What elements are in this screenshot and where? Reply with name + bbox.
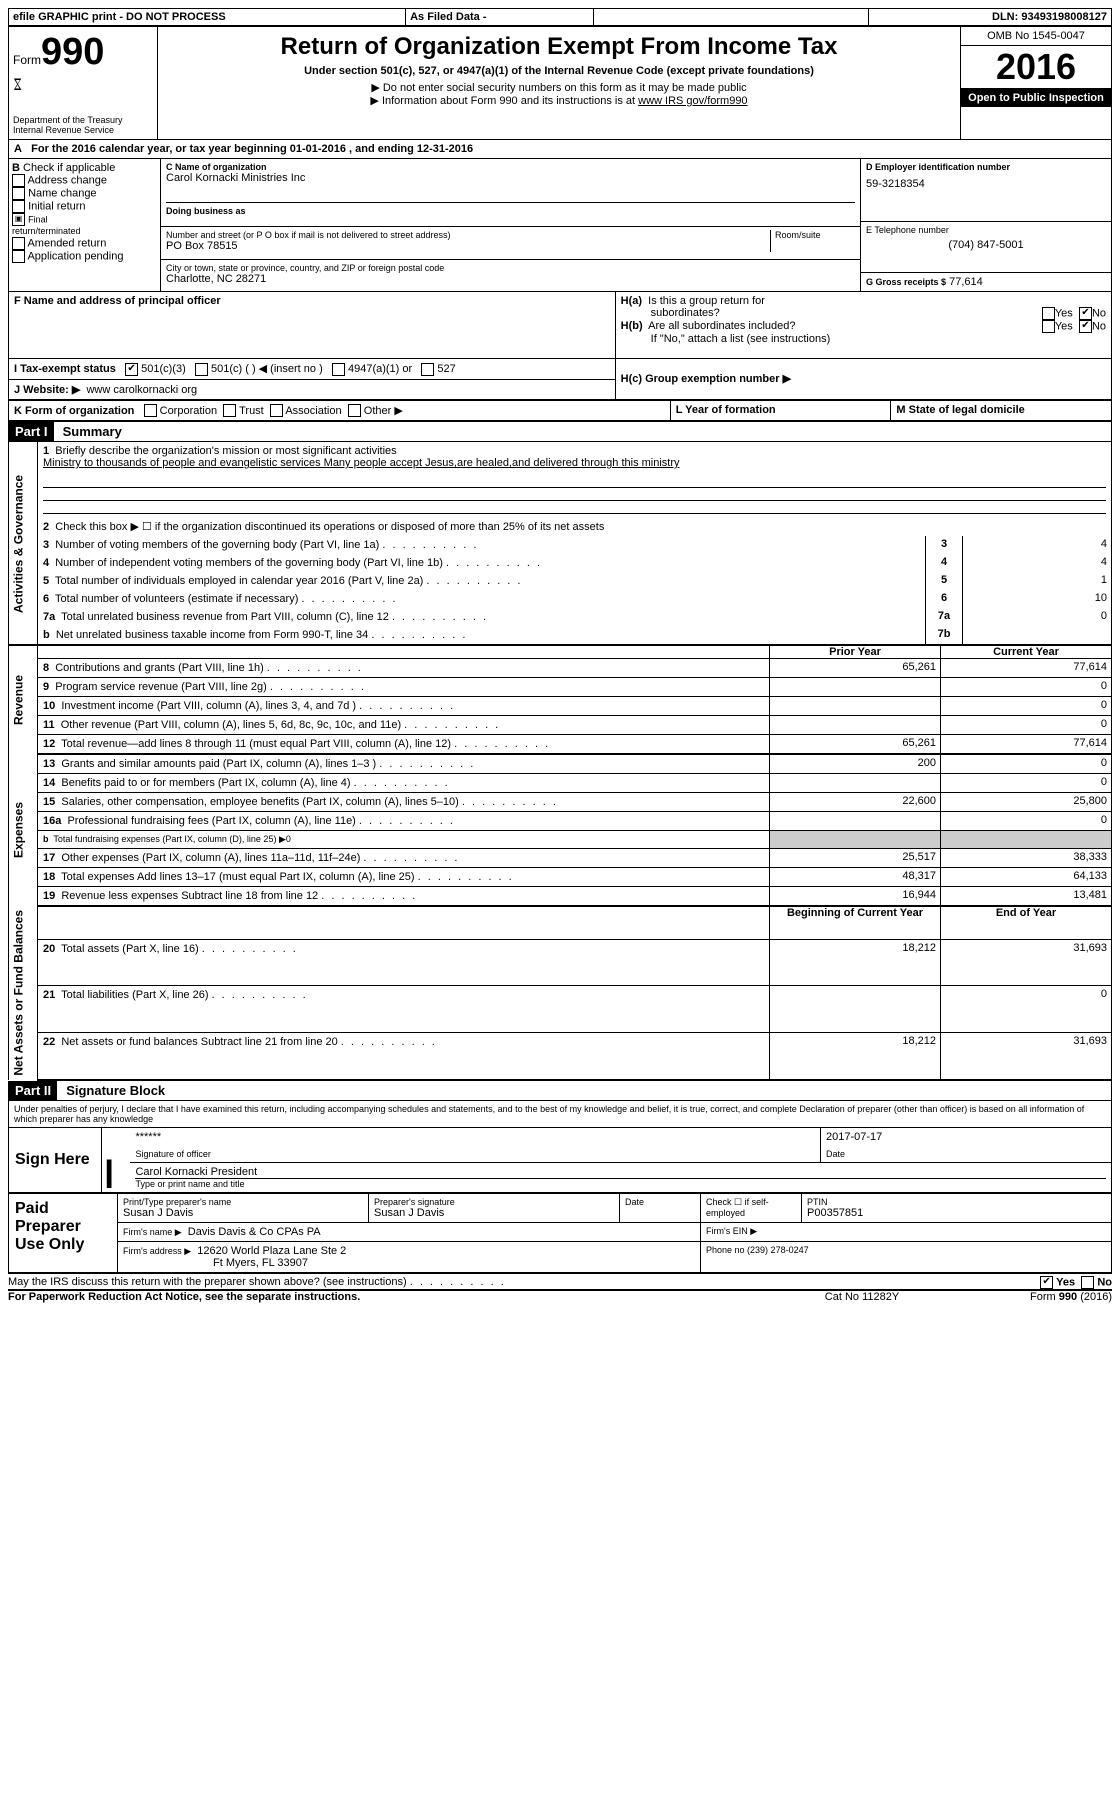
i-501c3-check[interactable]: ✔ (125, 363, 138, 376)
form-word: Form (13, 53, 41, 67)
sig-officer-lbl: Signature of officer (130, 1146, 820, 1162)
opt-name[interactable]: Name change (12, 187, 157, 200)
asfiled-label: As Filed Data - (406, 9, 594, 26)
discuss-yes[interactable]: ✔ (1040, 1276, 1053, 1289)
d-lbl: D Employer identification number (866, 162, 1106, 172)
eoy-hdr: End of Year (941, 906, 1112, 939)
c-dba-lbl: Doing business as (166, 202, 855, 216)
open-public: Open to Public Inspection (961, 89, 1111, 107)
signer-name: Carol Kornacki President (135, 1166, 1106, 1179)
footer2: For Paperwork Reduction Act Notice, see … (8, 1289, 1112, 1303)
bcy-hdr: Beginning of Current Year (770, 906, 941, 939)
efile-label: efile GRAPHIC print - DO NOT PROCESS (9, 9, 406, 26)
form-number: 990 (41, 31, 104, 73)
l-lbl: L Year of formation (676, 404, 776, 416)
caret-icon: ▎ (102, 1128, 131, 1193)
sign-date: 2017-07-17 (821, 1128, 1112, 1146)
irs-label: Internal Revenue Service (13, 125, 153, 135)
py-hdr: Prior Year (770, 646, 941, 659)
ha-lbl: H(a) Is this a group return for (621, 295, 976, 307)
vlabel-net: Net Assets or Fund Balances (9, 906, 38, 1080)
k-l-m-block: K Form of organization Corporation Trust… (8, 400, 1112, 423)
c-room-lbl: Room/suite (771, 230, 856, 252)
opt-pending[interactable]: Application pending (12, 250, 157, 263)
form-note1: ▶ Do not enter social security numbers o… (164, 81, 954, 94)
cy-hdr: Current Year (941, 646, 1112, 659)
opt-final[interactable]: ▣ Finalreturn/terminated (12, 213, 157, 237)
c-name-lbl: C Name of organization (166, 162, 855, 172)
identity-grid: B Check if applicable Address change Nam… (8, 159, 1112, 292)
part1-header: Part I Summary (8, 422, 1112, 442)
f-lbl: F Name and address of principal officer (14, 295, 221, 307)
opt-amended[interactable]: Amended return (12, 237, 157, 250)
dln-label: DLN: (992, 11, 1018, 23)
c-street-lbl: Number and street (or P O box if mail is… (166, 230, 770, 240)
c-street: PO Box 78515 (166, 240, 770, 252)
financial-grid: Revenue Prior Year Current Year 8 Contri… (8, 646, 1112, 1081)
spacer (593, 9, 869, 26)
activities-governance: Activities & Governance 1 Briefly descri… (8, 442, 1112, 646)
dln-cell: DLN: 93493198008127 (869, 9, 1112, 26)
paid-lbl: Paid Preparer Use Only (9, 1194, 118, 1273)
vlabel-rev: Revenue (9, 646, 38, 754)
g-lbl: G Gross receipts $ (866, 277, 946, 287)
vlabel-ag: Activities & Governance (9, 442, 38, 645)
hb-lbl: H(b) Are all subordinates included? (621, 320, 976, 333)
opt-address[interactable]: Address change (12, 174, 157, 187)
dln-value: 93493198008127 (1021, 11, 1107, 23)
opt-initial[interactable]: Initial return (12, 200, 157, 213)
pra-text: For Paperwork Reduction Act Notice, see … (8, 1290, 772, 1303)
cat-no: Cat No 11282Y (772, 1290, 952, 1303)
discuss-no[interactable] (1081, 1276, 1094, 1289)
part2-header: Part II Signature Block (8, 1081, 1112, 1101)
perjury-text: Under penalties of perjury, I declare th… (8, 1101, 1112, 1128)
j-lbl: J Website: ▶ (14, 384, 80, 396)
i-lbl: I Tax-exempt status (14, 363, 116, 375)
e-lbl: E Telephone number (866, 225, 1106, 235)
c-name: Carol Kornacki Ministries Inc (166, 172, 855, 184)
tax-year: 2016 (961, 46, 1111, 89)
period-line: A For the 2016 calendar year, or tax yea… (8, 140, 1112, 159)
c-city-lbl: City or town, state or province, country… (166, 263, 855, 273)
m-lbl: M State of legal domicile (896, 404, 1024, 416)
h-ifno: If "No," attach a list (see instructions… (621, 333, 1106, 345)
sign-here-lbl: Sign Here (9, 1128, 102, 1193)
vlabel-exp: Expenses (9, 754, 38, 906)
dept-label: Department of the Treasury (13, 115, 153, 125)
form-header: Form990 ೱ Department of the Treasury Int… (8, 26, 1112, 140)
e-val: (704) 847-5001 (866, 239, 1106, 251)
omb-label: OMB No 1545-0047 (961, 27, 1111, 46)
date-lbl: Date (821, 1146, 1112, 1162)
d-val: 59-3218354 (866, 178, 1106, 190)
form-title: Return of Organization Exempt From Incom… (164, 33, 954, 61)
sign-block: Sign Here ▎ ****** 2017-07-17 Signature … (8, 1128, 1112, 1194)
form-subtitle: Under section 501(c), 527, or 4947(a)(1)… (164, 65, 954, 77)
top-bar: efile GRAPHIC print - DO NOT PROCESS As … (8, 8, 1112, 26)
g-val: 77,614 (949, 276, 983, 288)
swirl-icon: ೱ (13, 74, 153, 95)
form-ref: Form 990 (2016) (952, 1290, 1112, 1303)
irs-link[interactable]: www IRS gov/form990 (638, 95, 747, 107)
hc-lbl: H(c) Group exemption number ▶ (621, 373, 791, 385)
mission-text: Ministry to thousands of people and evan… (43, 457, 680, 469)
j-val: www carolkornacki org (86, 384, 197, 396)
k-lbl: K Form of organization (14, 405, 134, 417)
paid-preparer-block: Paid Preparer Use Only Print/Type prepar… (8, 1194, 1112, 1274)
discuss-text: May the IRS discuss this return with the… (8, 1276, 972, 1289)
footer: May the IRS discuss this return with the… (8, 1276, 1112, 1289)
f-h-block: F Name and address of principal officer … (8, 292, 1112, 358)
form-note2: ▶ Information about Form 990 and its ins… (164, 94, 954, 107)
c-city: Charlotte, NC 28271 (166, 273, 855, 285)
i-j-block: I Tax-exempt status ✔ 501(c)(3) 501(c) (… (8, 358, 1112, 400)
name-title-lbl: Type or print name and title (135, 1179, 1106, 1189)
